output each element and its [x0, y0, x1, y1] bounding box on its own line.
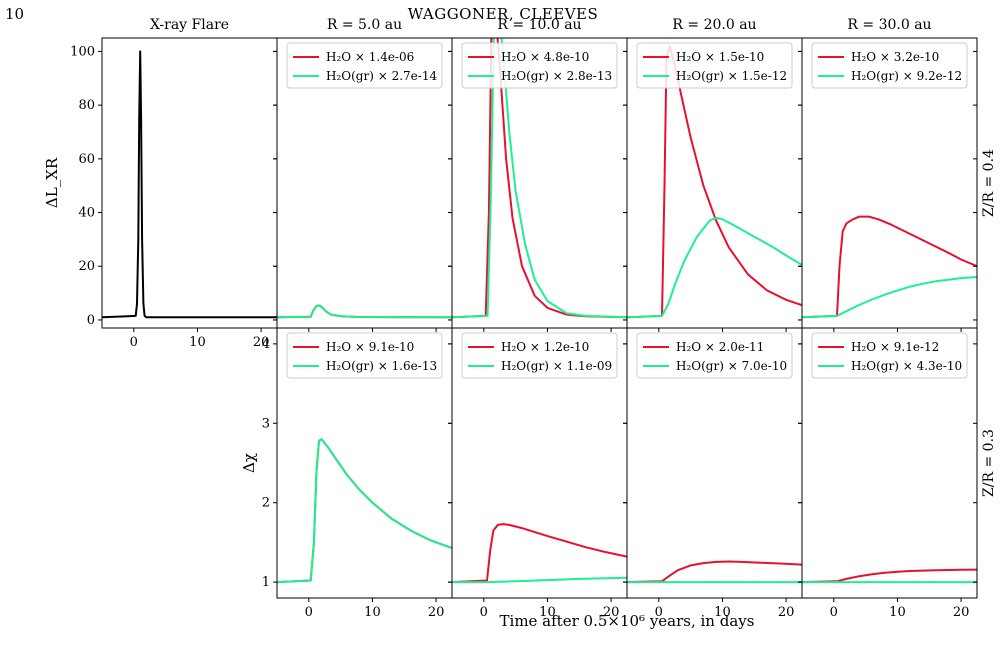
series-line-h2o: [802, 215, 977, 319]
x-tick-label: 0: [655, 605, 663, 620]
legend-label: H₂O(gr) × 7.0e-10: [676, 359, 787, 373]
y-axis-label: Δχ: [240, 453, 258, 473]
legend-label: H₂O × 9.1e-12: [851, 340, 939, 354]
row-label: Z/R = 0.3: [981, 429, 997, 497]
x-tick-label: 0: [480, 605, 488, 620]
legend-label: H₂O × 3.2e-10: [851, 50, 939, 64]
series-line-h2o: [452, 523, 627, 584]
legend: H₂O × 9.1e-10 H₂O(gr) × 1.6e-13: [286, 332, 443, 379]
legend-box: [461, 332, 618, 379]
legend-box: [461, 42, 618, 89]
page-header: WAGGONER, CLEEVES: [408, 5, 599, 23]
row-label: Z/R = 0.4: [981, 149, 997, 217]
y-tick-label: 0: [87, 313, 95, 328]
panel-bottom-3: 0 10 20 H₂O × 2.0e-11 H₂O(gr) × 7.0e-10: [623, 327, 803, 620]
legend-box: [811, 332, 968, 379]
legend-box: [286, 42, 443, 89]
legend-label: H₂O(gr) × 1.5e-12: [676, 69, 787, 83]
y-tick-label: 1: [262, 575, 270, 590]
panel-frame: [801, 327, 978, 599]
x-tick-label: 20: [253, 335, 270, 350]
series-line-h2o-gr: [277, 304, 452, 319]
x-axis-label: Time after 0.5×10⁶ years, in days: [500, 612, 755, 630]
legend-label: H₂O × 9.1e-10: [326, 340, 414, 354]
y-tick-label: 60: [78, 152, 95, 167]
series-line-h2o: [627, 560, 802, 584]
series-line-h2o-gr: [802, 276, 977, 319]
x-tick-label: 20: [603, 605, 620, 620]
series-line-h2o: [102, 50, 277, 319]
y-tick-label: 80: [78, 98, 95, 113]
x-tick-label: 20: [953, 605, 970, 620]
y-tick-label: 3: [262, 416, 270, 431]
legend-label: H₂O(gr) × 2.8e-13: [501, 69, 612, 83]
panel-bottom-2: 0 10 20 H₂O × 1.2e-10 H₂O(gr) × 1.1e-09: [448, 327, 628, 620]
panel-top-3: R = 20.0 au H₂O × 1.5e-10 H₂O(gr) × 1.5e-1…: [623, 17, 803, 332]
x-tick-label: 10: [889, 605, 906, 620]
legend-label: H₂O × 1.4e-06: [326, 50, 414, 64]
legend-label: H₂O(gr) × 2.7e-14: [326, 69, 437, 83]
y-tick-label: 4: [262, 337, 270, 352]
panel-top-4: R = 30.0 au Z/R = 0.4 H₂O × 3.2e-10 H₂O(gr)…: [798, 17, 997, 332]
series-line-h2o-gr: [452, 576, 627, 584]
legend: H₂O × 1.5e-10 H₂O(gr) × 1.5e-12: [636, 42, 793, 89]
x-tick-label: 20: [428, 605, 445, 620]
legend-box: [636, 42, 793, 89]
panel-frame: [101, 37, 278, 329]
series-line-h2o: [802, 568, 977, 584]
x-tick-label: 0: [305, 605, 313, 620]
x-tick-label: 10: [539, 605, 556, 620]
y-tick-label: 2: [262, 496, 270, 511]
x-tick-label: 10: [189, 335, 206, 350]
legend-label: H₂O(gr) × 1.1e-09: [501, 359, 612, 373]
series-line-h2o: [452, 38, 627, 319]
panel-top-1: R = 5.0 au H₂O × 1.4e-06 H₂O(gr) × 2.7e-14: [273, 17, 453, 332]
legend-label: H₂O(gr) × 9.2e-12: [851, 69, 962, 83]
legend: H₂O × 9.1e-12 H₂O(gr) × 4.3e-10: [811, 332, 968, 379]
series-line-h2o-gr: [277, 438, 452, 584]
legend: H₂O × 3.2e-10 H₂O(gr) × 9.2e-12: [811, 42, 968, 89]
y-axis-label: ΔL_XR: [43, 157, 61, 208]
page-number: 10: [5, 5, 24, 23]
legend: H₂O × 1.4e-06 H₂O(gr) × 2.7e-14: [286, 42, 443, 89]
x-tick-label: 20: [778, 605, 795, 620]
x-tick-label: 10: [714, 605, 731, 620]
series-line-h2o: [277, 438, 452, 584]
y-tick-label: 100: [70, 44, 95, 59]
panel-flare: 0 20 40 60 80 100 0 10 20 X-ray Flare ΔL_XR: [43, 17, 278, 350]
legend-label: H₂O × 1.2e-10: [501, 340, 589, 354]
panel-title: R = 30.0 au: [847, 17, 931, 33]
panel-title: R = 5.0 au: [327, 17, 402, 33]
y-tick-label: 20: [78, 259, 95, 274]
x-tick-label: 0: [830, 605, 838, 620]
legend-label: H₂O × 1.5e-10: [676, 50, 764, 64]
panel-top-2: R = 10.0 au H₂O × 4.8e-10 H₂O(gr) × 2.8e-1…: [448, 17, 628, 332]
y-tick-label: 40: [78, 206, 95, 221]
legend: H₂O × 2.0e-11 H₂O(gr) × 7.0e-10: [636, 332, 793, 379]
legend-label: H₂O(gr) × 1.6e-13: [326, 359, 437, 373]
panel-title: R = 10.0 au: [497, 17, 581, 33]
legend-label: H₂O × 2.0e-11: [676, 340, 764, 354]
legend: H₂O × 4.8e-10 H₂O(gr) × 2.8e-13: [461, 42, 618, 89]
x-tick-label: 0: [130, 335, 138, 350]
legend-label: H₂O × 4.8e-10: [501, 50, 589, 64]
legend-box: [286, 332, 443, 379]
series-line-h2o: [277, 304, 452, 319]
x-tick-label: 10: [364, 605, 381, 620]
panel-bottom-4: 0 10 20 Z/R = 0.3 H₂O × 9.1e-12 H₂O(gr) × 4.3…: [798, 327, 997, 620]
series-line-h2o: [627, 45, 802, 319]
series-line-h2o-gr: [627, 216, 802, 319]
panel-title: R = 20.0 au: [672, 17, 756, 33]
legend-box: [636, 332, 793, 379]
panel-bottom-1: 1 2 3 4 0 10 20 Δχ H₂O × 9.1e-10 H₂O(gr) × 1.6e-1…: [240, 327, 453, 620]
legend: H₂O × 1.2e-10 H₂O(gr) × 1.1e-09: [461, 332, 618, 379]
legend-label: H₂O(gr) × 4.3e-10: [851, 359, 962, 373]
panel-title: X-ray Flare: [150, 17, 229, 33]
legend-box: [811, 42, 968, 89]
series-line-h2o-gr: [452, 38, 627, 319]
